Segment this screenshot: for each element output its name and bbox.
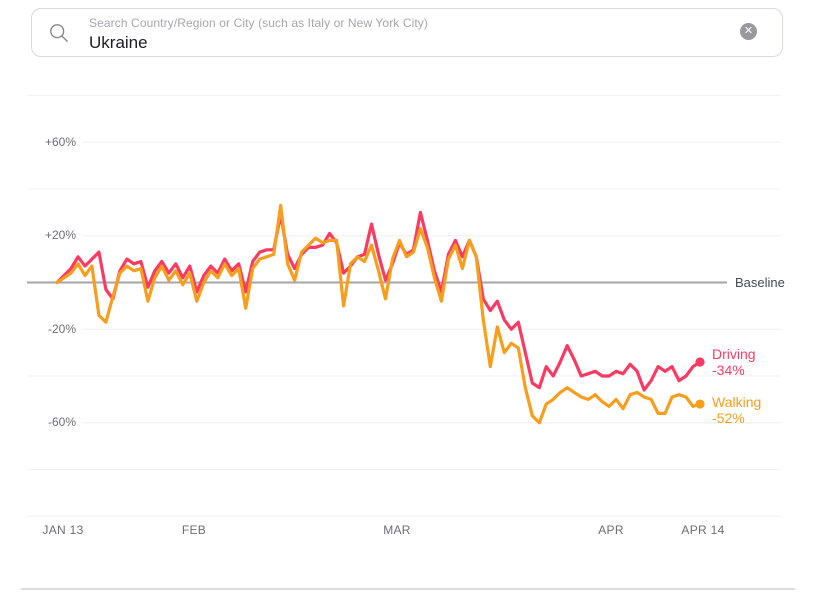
x-label-apr14: APR 14: [681, 523, 725, 537]
search-field-label: Search Country/Region or City (such as I…: [89, 16, 428, 30]
driving-series-label: Driving: [712, 346, 756, 362]
walking-current-value: -52%: [712, 410, 745, 426]
baseline-label: Baseline: [735, 275, 785, 290]
search-box[interactable]: Search Country/Region or City (such as I…: [31, 8, 783, 57]
y-tick-plus20: +20%: [44, 228, 76, 242]
walking-line: [55, 203, 702, 425]
search-input[interactable]: [89, 31, 709, 55]
x-label-apr: APR: [598, 523, 624, 537]
y-tick-plus60: +60%: [44, 135, 76, 149]
legend-walking: Walking -52%: [712, 394, 807, 426]
clear-search-button[interactable]: ✕: [740, 23, 757, 40]
walking-end-dot: [695, 399, 705, 409]
x-label-feb: FEB: [181, 523, 207, 537]
x-label-mar: MAR: [383, 523, 411, 537]
driving-end-dot: [695, 357, 705, 367]
driving-line: [55, 210, 702, 392]
legend-driving: Driving -34%: [712, 346, 807, 378]
y-tick-minus60: -60%: [47, 415, 76, 429]
y-tick-minus20: -20%: [47, 322, 76, 336]
walking-series-label: Walking: [712, 394, 762, 410]
driving-current-value: -34%: [712, 362, 745, 378]
x-label-jan13: JAN 13: [42, 523, 84, 537]
search-icon: [49, 23, 69, 43]
